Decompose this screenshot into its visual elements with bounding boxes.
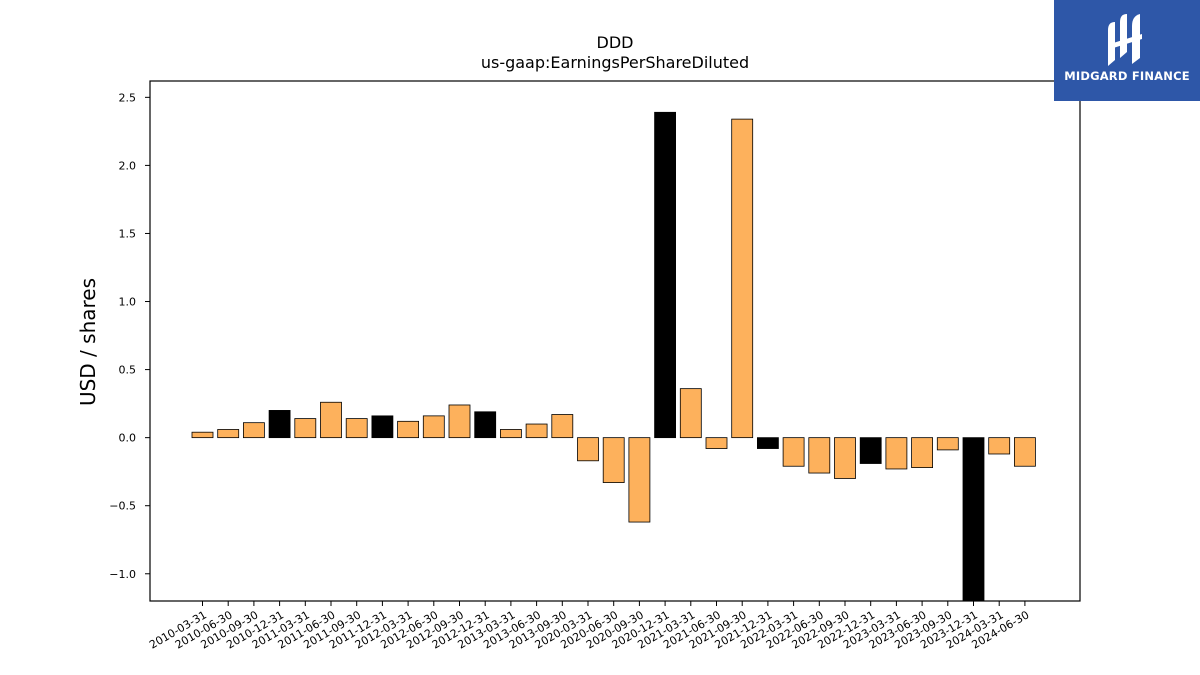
y-tick-label: 0.0 bbox=[119, 432, 137, 445]
y-tick-label: 2.0 bbox=[119, 159, 137, 172]
bar-2011-12-31 bbox=[371, 415, 394, 439]
bar-2011-09-30 bbox=[345, 418, 368, 439]
bar-2013-03-31 bbox=[499, 429, 522, 439]
y-tick-label: 0.5 bbox=[119, 364, 137, 377]
y-tick-label: −1.0 bbox=[109, 568, 136, 581]
y-tick-label: 1.5 bbox=[119, 227, 137, 240]
bar-2021-12-31 bbox=[757, 437, 779, 449]
logo-text: MIDGARD FINANCE bbox=[1064, 69, 1190, 83]
bar-2020-03-31 bbox=[577, 437, 599, 462]
bar-2021-09-30 bbox=[731, 118, 754, 439]
bar-2022-06-30 bbox=[808, 437, 831, 474]
bar-2023-03-31 bbox=[885, 437, 908, 470]
bar-2010-09-30 bbox=[242, 422, 265, 439]
bar-2010-12-31 bbox=[268, 410, 291, 439]
x-axis-ticks: 2010-03-312010-06-302010-09-302010-12-31… bbox=[147, 601, 1031, 652]
bars-group bbox=[191, 111, 1036, 602]
y-axis-ticks: −1.0 −0.5 0.0 0.5 1.0 1.5 2.0 2.5 bbox=[109, 91, 150, 581]
bar-2011-06-30 bbox=[320, 401, 342, 439]
bar-2010-03-31 bbox=[191, 431, 214, 439]
midgard-logo-icon bbox=[1108, 14, 1142, 66]
chart-title: DDD bbox=[597, 33, 634, 52]
bar-2020-09-30 bbox=[628, 437, 651, 523]
y-tick-label: −0.5 bbox=[109, 500, 136, 513]
bar-2023-09-30 bbox=[936, 437, 959, 451]
bar-2023-12-31 bbox=[962, 437, 985, 602]
bar-2020-12-31 bbox=[654, 111, 676, 439]
bar-2012-03-31 bbox=[397, 420, 420, 439]
chart-subtitle: us-gaap:EarningsPerShareDiluted bbox=[481, 53, 749, 72]
y-axis-label: USD / shares bbox=[76, 278, 100, 406]
bar-2021-06-30 bbox=[705, 437, 728, 449]
bar-2021-03-31 bbox=[679, 388, 702, 439]
bar-2020-06-30 bbox=[602, 437, 625, 483]
bar-2023-06-30 bbox=[911, 437, 933, 468]
bar-2012-09-30 bbox=[448, 404, 471, 439]
y-tick-label: 2.5 bbox=[119, 91, 137, 104]
bar-2013-06-30 bbox=[525, 423, 548, 439]
bar-2012-12-31 bbox=[474, 411, 497, 439]
bar-2013-09-30 bbox=[551, 414, 574, 439]
bar-2011-03-31 bbox=[294, 418, 317, 439]
y-tick-label: 1.0 bbox=[119, 296, 137, 309]
midgard-finance-logo: MIDGARD FINANCE bbox=[1054, 0, 1200, 101]
bar-2022-03-31 bbox=[782, 437, 805, 467]
plot-frame bbox=[149, 80, 1081, 602]
bar-2022-12-31 bbox=[859, 437, 882, 464]
bar-2012-06-30 bbox=[422, 415, 445, 439]
bar-2010-06-30 bbox=[217, 429, 240, 439]
bar-2022-09-30 bbox=[834, 437, 856, 479]
bar-2024-03-31 bbox=[988, 437, 1011, 455]
bar-2024-06-30 bbox=[1014, 437, 1036, 467]
